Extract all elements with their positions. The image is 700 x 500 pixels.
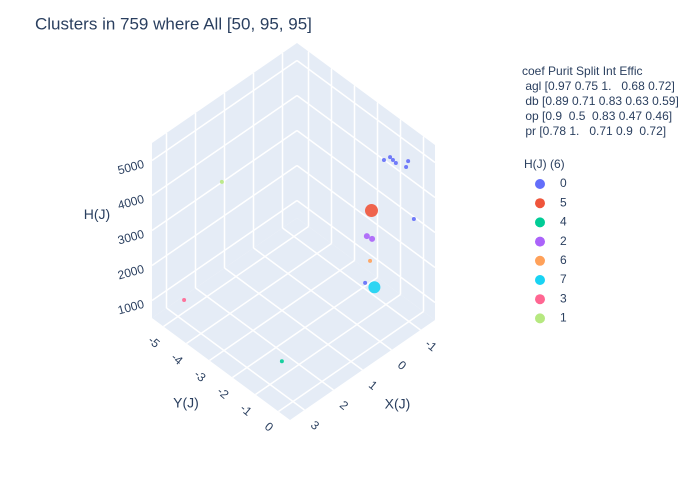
grid-line: [296, 129, 436, 234]
data-point: [279, 359, 284, 364]
legend-marker[interactable]: [535, 313, 545, 324]
data-point: [363, 233, 370, 240]
annotation-line: pr [0.78 1. 0.71 0.9 0.72]: [522, 124, 666, 138]
legend-label[interactable]: 5: [560, 195, 567, 209]
grid-line: [151, 59, 298, 162]
x-tick-label: 3: [308, 418, 322, 433]
grid-line: [186, 242, 332, 345]
grid-line: [151, 94, 298, 197]
grid-line: [282, 227, 421, 331]
annotation-line: op [0.9 0.5 0.83 0.47 0.46]: [522, 109, 672, 123]
grid-line: [166, 307, 305, 411]
data-point: [369, 235, 376, 242]
data-point: [182, 298, 187, 303]
x-tick-label: 2: [337, 398, 351, 413]
legend-label[interactable]: 2: [560, 234, 567, 248]
legend-label[interactable]: 7: [560, 272, 567, 286]
data-point: [368, 258, 373, 263]
z-tick-label: 2000: [116, 262, 146, 283]
y-tick-label: -4: [168, 350, 185, 368]
grid-line: [224, 267, 363, 371]
data-point: [363, 280, 368, 285]
grid-line: [255, 293, 401, 396]
data-point: [365, 204, 378, 218]
grid-line: [209, 259, 355, 362]
chart-title: Clusters in 759 where All [50, 95, 95]: [35, 14, 312, 33]
z-tick-label: 4000: [116, 192, 146, 213]
data-point: [393, 160, 398, 165]
grid-line: [232, 276, 378, 379]
y-tick-label: -5: [145, 333, 162, 351]
legend-title: H(J) (6): [524, 157, 565, 171]
data-point: [368, 281, 381, 294]
y-axis-title: Y(J): [173, 395, 199, 411]
y-tick-label: -1: [237, 401, 254, 419]
z-axis-title: H(J): [84, 206, 110, 222]
grid-line: [151, 199, 298, 302]
x-tick-label: 1: [366, 378, 380, 393]
x-axis-title: X(J): [385, 396, 411, 412]
grid-line: [195, 287, 334, 391]
legend-label[interactable]: 3: [560, 291, 567, 305]
y-tick-label: 0: [262, 419, 276, 434]
legend-label[interactable]: 1: [560, 311, 567, 325]
data-point: [404, 165, 409, 170]
data-point: [381, 157, 386, 162]
data-point: [388, 155, 393, 160]
annotation-line: db [0.89 0.71 0.83 0.63 0.59]: [522, 94, 679, 108]
grid-line: [296, 94, 436, 199]
data-point: [219, 179, 224, 184]
z-tick-label: 1000: [116, 297, 146, 318]
grid-line: [278, 310, 424, 413]
data-point: [406, 159, 411, 164]
legend-marker[interactable]: [535, 275, 545, 285]
legend-label[interactable]: 4: [560, 215, 567, 229]
grid-line: [151, 129, 298, 232]
legend-marker[interactable]: [535, 198, 545, 209]
legend-marker[interactable]: [535, 179, 545, 189]
grid-line: [296, 59, 436, 164]
data-point: [411, 217, 416, 221]
grid-line: [296, 199, 436, 304]
x-tick-label: -1: [422, 337, 439, 355]
y-tick-label: -3: [191, 367, 208, 385]
legend-label[interactable]: 0: [560, 176, 567, 190]
legend-marker[interactable]: [535, 294, 545, 305]
annotation-line: coef Purit Split Int Effic: [522, 64, 643, 78]
grid-line: [151, 164, 298, 267]
legend-marker[interactable]: [535, 255, 545, 266]
z-tick-label: 5000: [116, 157, 146, 178]
grid-line: [163, 225, 309, 328]
legend-marker[interactable]: [535, 217, 545, 228]
grid-line: [296, 164, 436, 269]
z-tick-label: 3000: [116, 227, 146, 248]
legend-label[interactable]: 6: [560, 253, 567, 267]
grid-line: [253, 247, 392, 351]
y-tick-label: -2: [214, 384, 231, 402]
annotation-line: agl [0.97 0.75 1. 0.68 0.72]: [522, 79, 675, 93]
x-tick-label: 0: [395, 358, 409, 373]
legend-marker[interactable]: [535, 236, 545, 247]
data-point: [390, 158, 395, 163]
